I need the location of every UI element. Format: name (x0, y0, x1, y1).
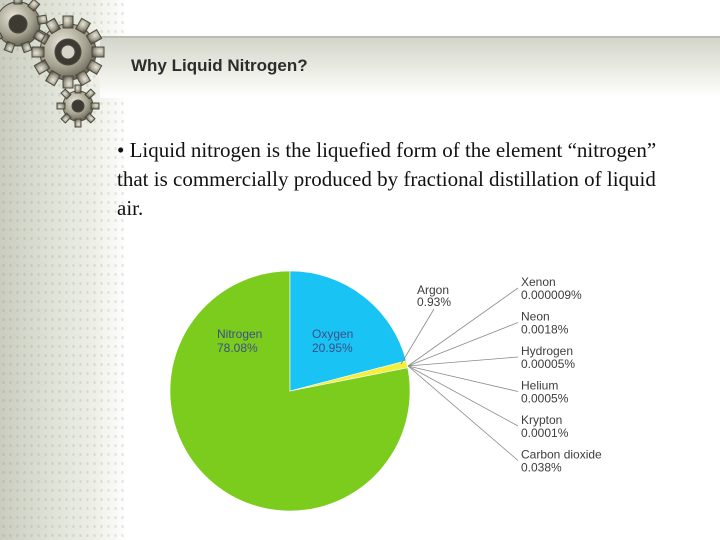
slide-title: Why Liquid Nitrogen? (131, 56, 308, 75)
title-bar (100, 36, 720, 98)
slice-oxygen (289, 270, 407, 392)
callout-value: 0.038% (521, 461, 562, 475)
callout-line-argon (400, 308, 435, 365)
callout-value: 0.00005% (521, 357, 575, 371)
slice-value-argon: 0.93% (417, 295, 451, 309)
callout-value: 0.0001% (521, 426, 569, 440)
gear-icon-large (31, 15, 105, 89)
callout-line (407, 365, 519, 392)
callout-label: Xenon (521, 275, 556, 289)
callout-value: 0.000009% (521, 288, 582, 302)
slice-label-oxygen: Oxygen (312, 327, 353, 341)
callout-line (407, 356, 519, 367)
slice-label-nitrogen: Nitrogen (217, 327, 262, 341)
callout-line (407, 365, 519, 427)
gears-logo (0, 0, 105, 128)
callout-label: Krypton (521, 413, 562, 427)
callout-label: Neon (521, 310, 550, 324)
slice-value-oxygen: 20.95% (312, 341, 353, 355)
callout-label: Carbon dioxide (521, 448, 602, 462)
callout-label: Hydrogen (521, 344, 573, 358)
callout-value: 0.0018% (521, 323, 569, 337)
slice-label-argon: Argon (417, 283, 449, 297)
callout-line (407, 365, 519, 461)
bullet-text: • Liquid nitrogen is the liquefied form … (117, 138, 657, 220)
slice-argon (289, 360, 409, 392)
gear-icon-small (56, 84, 100, 128)
callout-value: 0.0005% (521, 392, 569, 406)
gear-icon-partial (0, 0, 48, 54)
callout-line (407, 322, 519, 367)
callout-line (407, 287, 519, 367)
slice-value-nitrogen: 78.08% (217, 341, 258, 355)
callout-label: Helium (521, 379, 558, 393)
